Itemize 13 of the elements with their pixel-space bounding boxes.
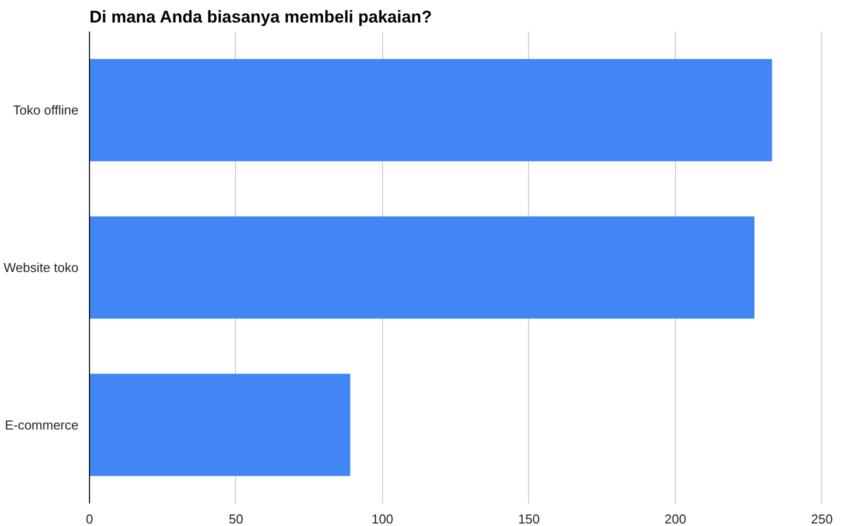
chart-title: Di mana Anda biasanya membeli pakaian? bbox=[90, 8, 432, 26]
x-tick-label: 0 bbox=[86, 512, 94, 526]
bar bbox=[90, 59, 772, 162]
x-tick-label: 50 bbox=[228, 512, 244, 526]
x-tick-label: 250 bbox=[811, 512, 833, 526]
x-tick-label: 150 bbox=[518, 512, 540, 526]
y-tick-label: E-commerce bbox=[4, 417, 79, 432]
y-tick-label: Toko offline bbox=[12, 102, 79, 118]
x-tick-label: 100 bbox=[372, 512, 394, 526]
y-tick-label: Website toko bbox=[4, 260, 79, 275]
bar bbox=[90, 374, 350, 476]
x-tick-label: 200 bbox=[664, 512, 686, 526]
bar bbox=[90, 216, 754, 319]
